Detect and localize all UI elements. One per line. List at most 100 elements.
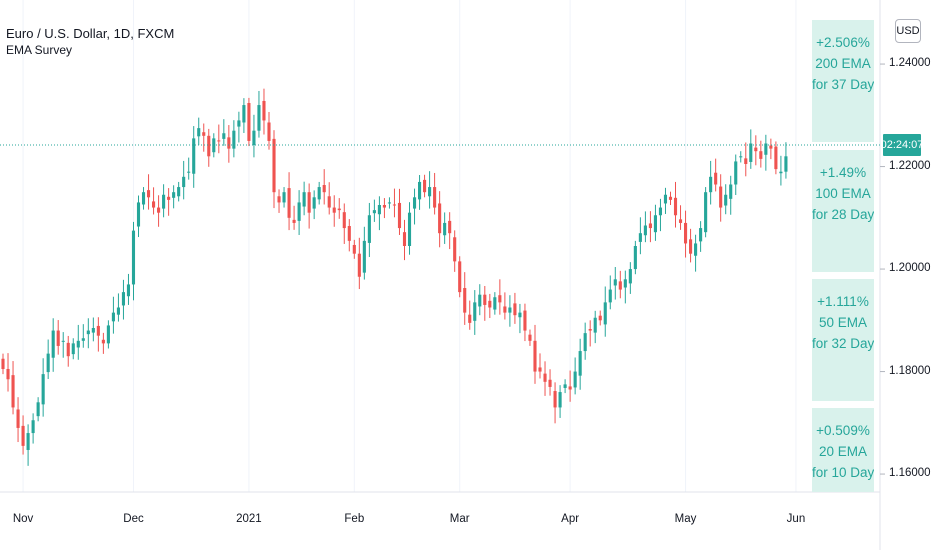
candle bbox=[162, 184, 166, 218]
ema-box-pct: +1.111% bbox=[817, 294, 869, 309]
candle-body bbox=[86, 330, 90, 335]
candle bbox=[553, 382, 557, 424]
candle-body bbox=[453, 237, 457, 262]
candle-body bbox=[513, 303, 517, 316]
candle-body bbox=[136, 202, 141, 227]
candle-body bbox=[653, 215, 657, 233]
candle-body bbox=[729, 184, 733, 199]
candle-body bbox=[468, 314, 472, 323]
candle-body bbox=[101, 339, 105, 344]
currency-button[interactable]: USD bbox=[895, 19, 921, 43]
candle-body bbox=[146, 190, 151, 198]
candle-body bbox=[26, 433, 30, 450]
candle bbox=[322, 169, 326, 205]
candle-body bbox=[157, 207, 161, 213]
candle bbox=[91, 317, 95, 342]
candle bbox=[1, 353, 5, 375]
price-tick-label: 1.24000 bbox=[889, 57, 931, 70]
ema-box-pct: +2.506% bbox=[816, 35, 870, 50]
candle bbox=[217, 124, 221, 154]
candle-body bbox=[106, 325, 110, 344]
candle bbox=[292, 205, 296, 230]
candle-body bbox=[121, 292, 126, 306]
candle-body bbox=[307, 192, 311, 213]
candle-body bbox=[377, 205, 381, 215]
candle-body bbox=[593, 317, 597, 333]
candle bbox=[61, 332, 65, 358]
candle-body bbox=[312, 197, 316, 209]
candle-body bbox=[1, 358, 5, 369]
candle-body bbox=[689, 239, 693, 254]
candle-body bbox=[76, 340, 80, 348]
candle bbox=[262, 88, 266, 135]
candle bbox=[141, 187, 146, 210]
candle bbox=[237, 111, 241, 143]
candle bbox=[287, 172, 291, 231]
candle bbox=[593, 310, 597, 344]
candle bbox=[478, 284, 482, 316]
time-tick-label: 2021 bbox=[236, 513, 262, 525]
candle-body bbox=[177, 187, 181, 197]
candle-body bbox=[152, 201, 156, 208]
candle bbox=[152, 187, 156, 215]
candle bbox=[387, 197, 391, 209]
indicator-name[interactable]: EMA Survey bbox=[6, 43, 73, 57]
candle bbox=[412, 188, 417, 225]
candle bbox=[588, 320, 592, 347]
candle-body bbox=[262, 100, 266, 121]
candle-body bbox=[31, 420, 35, 434]
candle bbox=[116, 293, 120, 322]
candle bbox=[568, 370, 572, 402]
candle-body bbox=[382, 205, 386, 208]
time-tick-label: Apr bbox=[561, 513, 580, 525]
candle bbox=[6, 353, 10, 392]
candle bbox=[297, 190, 301, 235]
candle-body bbox=[749, 143, 753, 162]
time-tick-label: Feb bbox=[344, 513, 365, 525]
candle bbox=[663, 187, 668, 214]
candle bbox=[392, 188, 397, 218]
price-tick-label: 1.22000 bbox=[889, 159, 931, 172]
candle bbox=[131, 221, 136, 301]
candle-body bbox=[638, 233, 642, 242]
candle-body bbox=[61, 340, 65, 342]
time-tick-label: Jun bbox=[786, 513, 806, 525]
symbol-title[interactable]: Euro / U.S. Dollar, 1D, FXCM bbox=[6, 26, 175, 41]
candle bbox=[633, 240, 637, 275]
candle bbox=[192, 126, 196, 188]
candle bbox=[397, 188, 402, 235]
candle-body bbox=[66, 342, 70, 357]
candle bbox=[252, 114, 256, 158]
candle-body bbox=[548, 379, 552, 387]
price-tick-label: 1.18000 bbox=[889, 364, 931, 377]
candle bbox=[754, 135, 758, 166]
ema-box-200: +2.506% 200 EMA for 37 Days bbox=[812, 20, 874, 142]
candle bbox=[227, 125, 231, 163]
candle-body bbox=[423, 179, 427, 193]
ema-box-days: for 32 Days bbox=[812, 336, 874, 351]
candle-body bbox=[458, 261, 462, 293]
candle-body bbox=[433, 187, 437, 208]
candle bbox=[41, 358, 45, 417]
candle bbox=[528, 329, 532, 346]
candle bbox=[749, 129, 753, 169]
candle bbox=[342, 203, 346, 244]
candle-body bbox=[533, 340, 537, 372]
candle bbox=[207, 128, 211, 167]
candle-body bbox=[81, 338, 85, 341]
candle-body bbox=[332, 207, 336, 213]
candle-body bbox=[237, 120, 241, 127]
countdown-badge: 02:24:07 bbox=[881, 134, 923, 157]
candle bbox=[578, 338, 582, 390]
candle-body bbox=[287, 188, 291, 218]
candle-body bbox=[116, 307, 120, 315]
candle bbox=[453, 230, 457, 272]
candle bbox=[182, 160, 186, 200]
candle-body bbox=[342, 212, 346, 229]
candle-body bbox=[769, 145, 773, 149]
candle-body bbox=[352, 244, 356, 254]
candle-body bbox=[327, 196, 331, 208]
candle bbox=[46, 339, 50, 379]
candle-body bbox=[538, 367, 542, 372]
